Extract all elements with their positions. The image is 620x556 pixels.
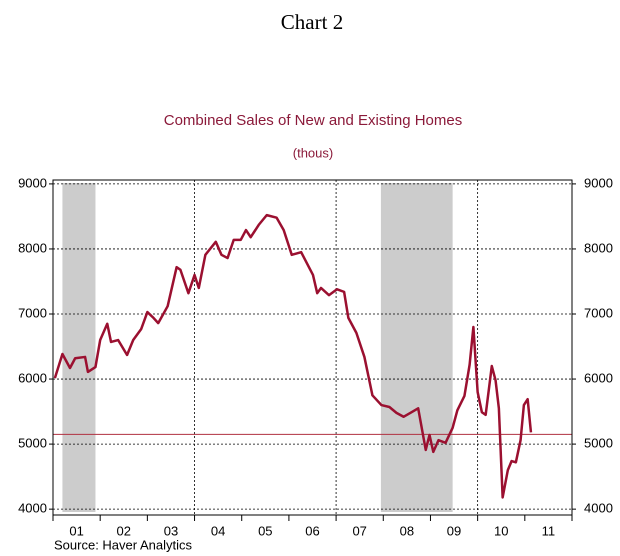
- y-tick-label: 8000: [18, 240, 47, 255]
- y-tick-label-right: 7000: [584, 305, 613, 320]
- y-tick-label: 5000: [18, 436, 47, 451]
- x-tick-label: 10: [494, 523, 508, 538]
- y-tick-label-right: 4000: [584, 501, 613, 516]
- series-line: [53, 213, 533, 499]
- x-tick-label: 08: [400, 523, 414, 538]
- chart-subtitle: Combined Sales of New and Existing Homes: [164, 112, 462, 129]
- x-tick-label: 04: [211, 523, 225, 538]
- y-tick-label: 7000: [18, 305, 47, 320]
- x-tick-label: 03: [164, 523, 178, 538]
- chart-title: Chart 2: [281, 10, 343, 34]
- y-tick-label-right: 9000: [584, 175, 613, 190]
- y-tick-label: 9000: [18, 175, 47, 190]
- source: Source: Haver Analytics: [54, 537, 193, 552]
- x-tick-label: 11: [542, 523, 556, 538]
- y-tick-label: 6000: [18, 370, 47, 385]
- x-tick-label: 06: [305, 523, 319, 538]
- y-tick-label-right: 5000: [584, 436, 613, 451]
- x-tick-label: 02: [117, 523, 131, 538]
- y-tick-label-right: 6000: [584, 370, 613, 385]
- x-tick-label: 01: [69, 523, 83, 538]
- recession-shade: [380, 183, 453, 512]
- plot-frame: [52, 179, 573, 516]
- x-tick-label: 07: [352, 523, 366, 538]
- x-tick-label: 09: [447, 523, 461, 538]
- y-tick-label-right: 8000: [584, 240, 613, 255]
- recession-shade: [62, 183, 96, 512]
- y-tick-label: 4000: [18, 501, 47, 516]
- unit-label: (thous): [293, 145, 333, 160]
- x-tick-label: 05: [258, 523, 272, 538]
